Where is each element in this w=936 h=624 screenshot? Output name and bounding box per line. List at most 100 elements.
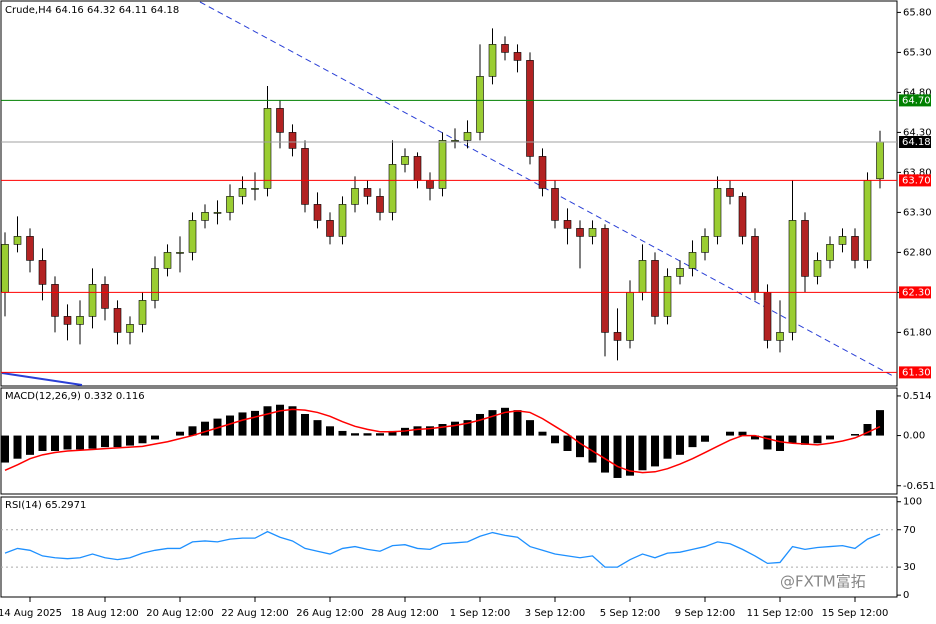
macd-bar bbox=[563, 435, 572, 451]
candle-body bbox=[826, 244, 834, 261]
candle-body bbox=[113, 308, 122, 333]
y-tick-label: 63.80 bbox=[903, 167, 932, 178]
y-tick-label: 0 bbox=[903, 590, 909, 601]
level-box bbox=[899, 366, 931, 379]
macd-bar bbox=[326, 426, 334, 436]
macd-bar bbox=[701, 435, 709, 442]
macd-bar bbox=[201, 421, 209, 436]
macd-bar bbox=[613, 435, 622, 478]
trend-line bbox=[1, 372, 83, 386]
macd-bar bbox=[188, 426, 197, 436]
candle-body bbox=[176, 252, 184, 254]
candle-body bbox=[251, 188, 259, 190]
macd-bar bbox=[451, 421, 459, 436]
macd-bar bbox=[26, 435, 34, 455]
x-tick-label: 9 Sep 12:00 bbox=[675, 608, 735, 619]
macd-bar bbox=[76, 435, 84, 450]
macd-bar bbox=[726, 431, 734, 436]
candle-body bbox=[813, 260, 822, 277]
candle-body bbox=[438, 140, 447, 189]
candle-body bbox=[338, 204, 347, 237]
signal-line bbox=[4, 408, 881, 474]
candle-body bbox=[513, 52, 522, 61]
candle-body bbox=[38, 260, 47, 285]
macd-bar bbox=[738, 431, 747, 436]
watermark: @FXTM富拓 bbox=[780, 573, 866, 591]
macd-bar bbox=[126, 435, 134, 446]
x-tick-label: 28 Aug 12:00 bbox=[371, 608, 438, 619]
macd-bar bbox=[363, 433, 372, 436]
x-tick-label: 5 Sep 12:00 bbox=[600, 608, 660, 619]
candle-body bbox=[713, 188, 722, 237]
y-tick-label: 63.30 bbox=[903, 207, 932, 218]
candle-body bbox=[376, 196, 384, 213]
y-tick-label: 100 bbox=[903, 497, 922, 508]
candle-body bbox=[101, 284, 109, 309]
candle-body bbox=[738, 196, 747, 237]
y-tick-label: 70 bbox=[903, 525, 916, 536]
macd-bar bbox=[1, 435, 9, 463]
candle-body bbox=[526, 60, 534, 157]
macd-bar bbox=[538, 431, 547, 436]
level-box bbox=[899, 94, 931, 107]
candle-body bbox=[726, 188, 734, 197]
y-tick-label: -0.651 bbox=[903, 481, 935, 492]
macd-bar bbox=[601, 435, 609, 473]
macd-bar bbox=[876, 410, 884, 436]
candle-body bbox=[126, 324, 134, 333]
level-label: 62.30 bbox=[902, 287, 931, 298]
candle-body bbox=[551, 188, 559, 221]
candle-body bbox=[213, 212, 222, 214]
x-tick-label: 14 Aug 2025 bbox=[0, 608, 62, 619]
candle-body bbox=[563, 220, 572, 229]
macd-bar bbox=[138, 435, 147, 444]
macd-bar bbox=[351, 433, 359, 436]
rsi-title: RSI(14) 65.2971 bbox=[5, 500, 86, 511]
candle-body bbox=[163, 252, 172, 269]
macd-bar bbox=[776, 435, 784, 451]
candle-body bbox=[326, 220, 334, 237]
candle-body bbox=[763, 292, 772, 341]
candle-body bbox=[276, 108, 284, 133]
macd-bar bbox=[676, 435, 684, 455]
macd-bar bbox=[688, 435, 697, 448]
candle-body bbox=[401, 156, 409, 165]
candle-body bbox=[501, 44, 509, 53]
macd-bar bbox=[313, 420, 322, 436]
candle-body bbox=[351, 188, 359, 205]
macd-bar bbox=[638, 435, 647, 471]
macd-bar bbox=[463, 420, 472, 436]
macd-bar bbox=[151, 435, 159, 440]
level-box bbox=[899, 136, 931, 148]
macd-bar bbox=[38, 435, 47, 451]
x-tick-label: 3 Sep 12:00 bbox=[525, 608, 585, 619]
x-tick-label: 20 Aug 12:00 bbox=[146, 608, 213, 619]
candle-body bbox=[863, 180, 872, 261]
candle-body bbox=[88, 284, 97, 317]
macd-bar bbox=[401, 427, 409, 436]
candle-body bbox=[26, 236, 34, 261]
macd-bar bbox=[751, 435, 759, 440]
macd-bar bbox=[826, 435, 834, 440]
candle-body bbox=[601, 228, 609, 333]
level-label: 64.18 bbox=[902, 137, 931, 148]
x-tick-label: 22 Aug 12:00 bbox=[221, 608, 288, 619]
macd-bar bbox=[338, 430, 347, 436]
candle-body bbox=[138, 300, 147, 325]
candle-body bbox=[13, 236, 22, 245]
candle-body bbox=[363, 188, 372, 197]
macd-bar bbox=[513, 410, 522, 436]
macd-bar bbox=[813, 435, 822, 444]
macd-bar bbox=[176, 431, 184, 436]
candle-body bbox=[788, 220, 797, 333]
macd-bar bbox=[413, 426, 422, 436]
candle-body bbox=[488, 44, 497, 77]
candle-body bbox=[288, 132, 297, 149]
candle-body bbox=[201, 212, 209, 221]
y-tick-label: 0.00 bbox=[903, 431, 925, 442]
macd-title: MACD(12,26,9) 0.332 0.116 bbox=[5, 391, 145, 402]
candle-body bbox=[226, 196, 234, 213]
candle-body bbox=[476, 76, 484, 133]
macd-bar bbox=[276, 404, 284, 436]
